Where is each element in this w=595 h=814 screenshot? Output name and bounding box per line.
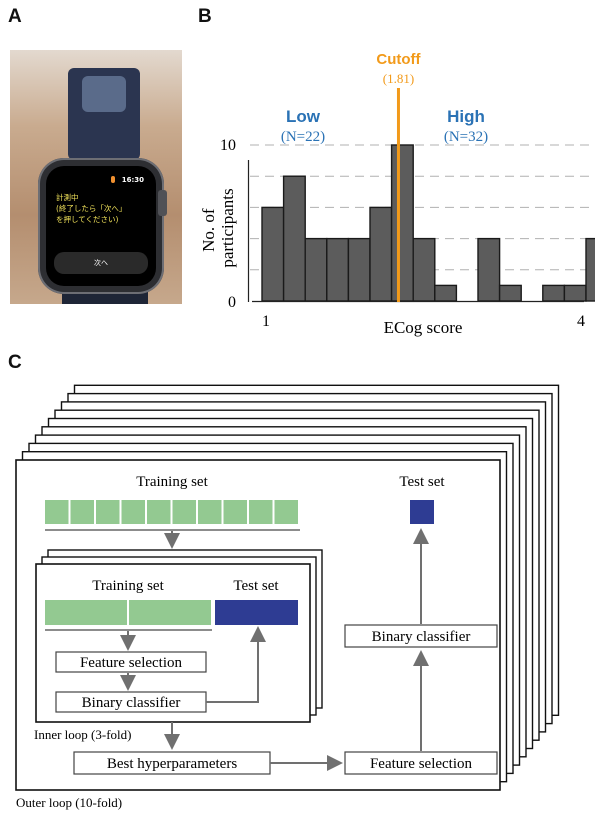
outer-training-block [147, 500, 171, 524]
x-tick-label-1: 1 [262, 313, 270, 330]
x-axis-title: ECog score [384, 318, 463, 337]
x-tick-label-4: 4 [577, 313, 585, 330]
outer-training-block [223, 500, 247, 524]
smartwatch-photo: 16:30 計測中 (終了したら「次へ」 を押してください) 次へ [10, 50, 182, 304]
inner-test-set-block [215, 600, 298, 625]
outer-feature-selection-text: Feature selection [370, 756, 473, 772]
watch-crown [158, 190, 167, 216]
outer-training-set-blocks [45, 500, 298, 524]
outer-loop-label: Outer loop (10-fold) [16, 795, 122, 810]
watch-screen: 16:30 計測中 (終了したら「次へ」 を押してください) 次へ [46, 166, 156, 286]
histogram-bar [585, 237, 595, 302]
inner-feature-selection-text: Feature selection [80, 655, 183, 671]
panel-c-label: C [8, 352, 22, 373]
microphone-icon [111, 176, 115, 183]
panel-b-label: B [198, 6, 212, 27]
outer-training-block [96, 500, 120, 524]
outer-test-set-label: Test set [399, 474, 445, 490]
watch-strap-top [68, 68, 140, 160]
panel-a-label: A [8, 6, 22, 27]
high-group-count: (N=32) [444, 129, 488, 145]
outer-test-set-block [410, 500, 434, 524]
high-group-label: High [447, 107, 485, 126]
outer-training-block [249, 500, 273, 524]
outer-training-set-label: Training set [136, 474, 208, 490]
histogram-bars [261, 144, 595, 302]
outer-training-block [172, 500, 196, 524]
y-axis-title-line2: participants [218, 188, 237, 267]
y-tick-label-0: 0 [228, 294, 236, 311]
y-axis-title-line1: No. of [199, 208, 218, 252]
y-tick-label-10: 10 [220, 137, 236, 154]
y-axis-title: No. of participants [199, 188, 237, 267]
outer-binary-classifier-text: Binary classifier [372, 629, 471, 645]
outer-binary-classifier-box [344, 624, 498, 648]
low-group-label: Low [286, 107, 321, 126]
inner-training-set-blocks [45, 600, 211, 625]
outer-training-block [121, 500, 145, 524]
ecog-histogram: Cutoff (1.81) Low (N=22) High (N=32) 10 … [199, 51, 595, 337]
watch-next-button[interactable]: 次へ [54, 252, 148, 274]
outer-training-block [274, 500, 298, 524]
watch-status-text: 計測中 (終了したら「次へ」 を押してください) [56, 193, 127, 224]
low-group-count: (N=22) [281, 129, 325, 145]
inner-loop-label: Inner loop (3-fold) [34, 727, 131, 742]
inner-training-block [129, 600, 211, 625]
inner-binary-classifier-text: Binary classifier [82, 695, 181, 711]
inner-training-set-label: Training set [92, 578, 164, 594]
outer-training-block [198, 500, 222, 524]
outer-feature-selection-box [344, 751, 498, 775]
inner-training-block [45, 600, 127, 625]
best-hyperparameters-text: Best hyperparameters [107, 756, 238, 772]
watch-time: 16:30 [121, 176, 144, 184]
cutoff-value-label: (1.81) [383, 71, 414, 86]
classifier-to-inner-test-arrow [206, 626, 266, 703]
outer-training-block [70, 500, 94, 524]
inner-feature-selection-box [55, 651, 207, 673]
inner-test-set-label: Test set [233, 578, 279, 594]
cutoff-label: Cutoff [376, 51, 421, 68]
outer-training-block [45, 500, 69, 524]
